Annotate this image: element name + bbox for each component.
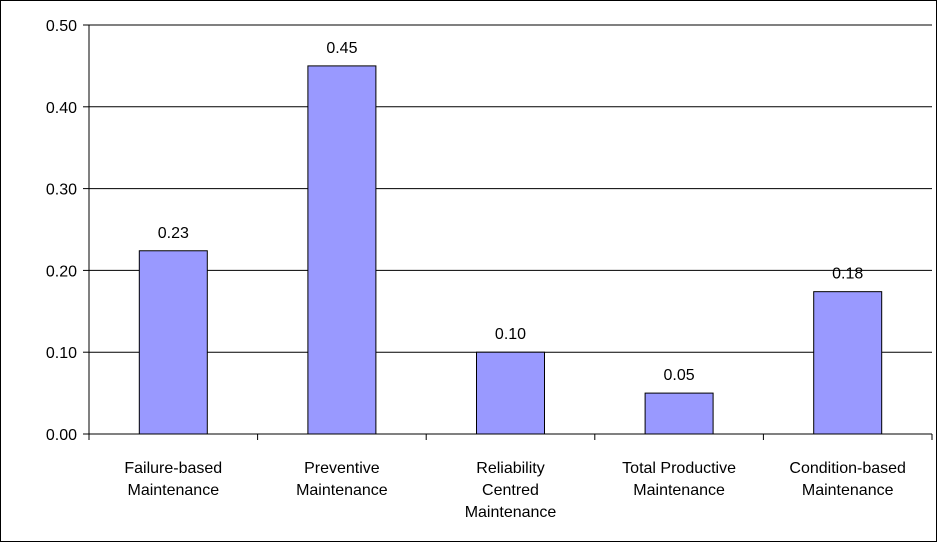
gridlines — [89, 24, 932, 353]
x-tick-label-line: Failure-based — [124, 460, 222, 477]
data-label: 0.18 — [832, 266, 863, 283]
data-label: 0.23 — [158, 225, 189, 242]
x-tick-label: Reliability Centred Maintenance — [465, 460, 557, 521]
x-tick-label-line: Condition-based — [789, 460, 906, 477]
bar — [813, 291, 883, 435]
bar — [476, 351, 545, 435]
bar — [644, 392, 714, 435]
bars — [138, 65, 883, 435]
y-tick-label: 0.30 — [46, 182, 77, 199]
y-tick-label: 0.20 — [46, 263, 77, 280]
x-tick-label-line: Maintenance — [465, 504, 557, 521]
y-tick-label: 0.00 — [46, 427, 77, 444]
x-tick-label: Failure-based Maintenance — [124, 460, 222, 499]
x-tick-label-line: Centred — [482, 482, 539, 499]
data-label: 0.45 — [326, 40, 357, 57]
x-tick-label-line: Reliability — [476, 460, 544, 477]
y-tick-labels: 0.00 0.10 0.20 0.30 0.40 0.50 — [46, 18, 77, 444]
x-tick-labels: Failure-based Maintenance Preventive Mainte… — [124, 460, 906, 521]
bar — [138, 250, 208, 435]
x-tick-label-line: Maintenance — [802, 482, 894, 499]
x-tick-label-line: Maintenance — [633, 482, 725, 499]
y-tick-label: 0.40 — [46, 100, 77, 117]
x-tick-label: Condition-based Maintenance — [789, 460, 906, 499]
data-label: 0.05 — [664, 367, 695, 384]
x-tick-label: Total Productive Maintenance — [622, 460, 736, 499]
x-tick-label-line: Total Productive — [622, 460, 736, 477]
x-tick-label: Preventive Maintenance — [296, 460, 388, 499]
x-tick-label-line: Maintenance — [127, 482, 219, 499]
bar — [307, 65, 377, 435]
x-tick-label-line: Maintenance — [296, 482, 388, 499]
y-tick-label: 0.10 — [46, 345, 77, 362]
x-tick-label-line: Preventive — [304, 460, 380, 477]
y-tick-label: 0.50 — [46, 18, 77, 35]
axes — [83, 24, 933, 440]
data-label: 0.10 — [495, 326, 526, 343]
data-labels: 0.23 0.45 0.10 0.05 0.18 — [158, 40, 864, 384]
